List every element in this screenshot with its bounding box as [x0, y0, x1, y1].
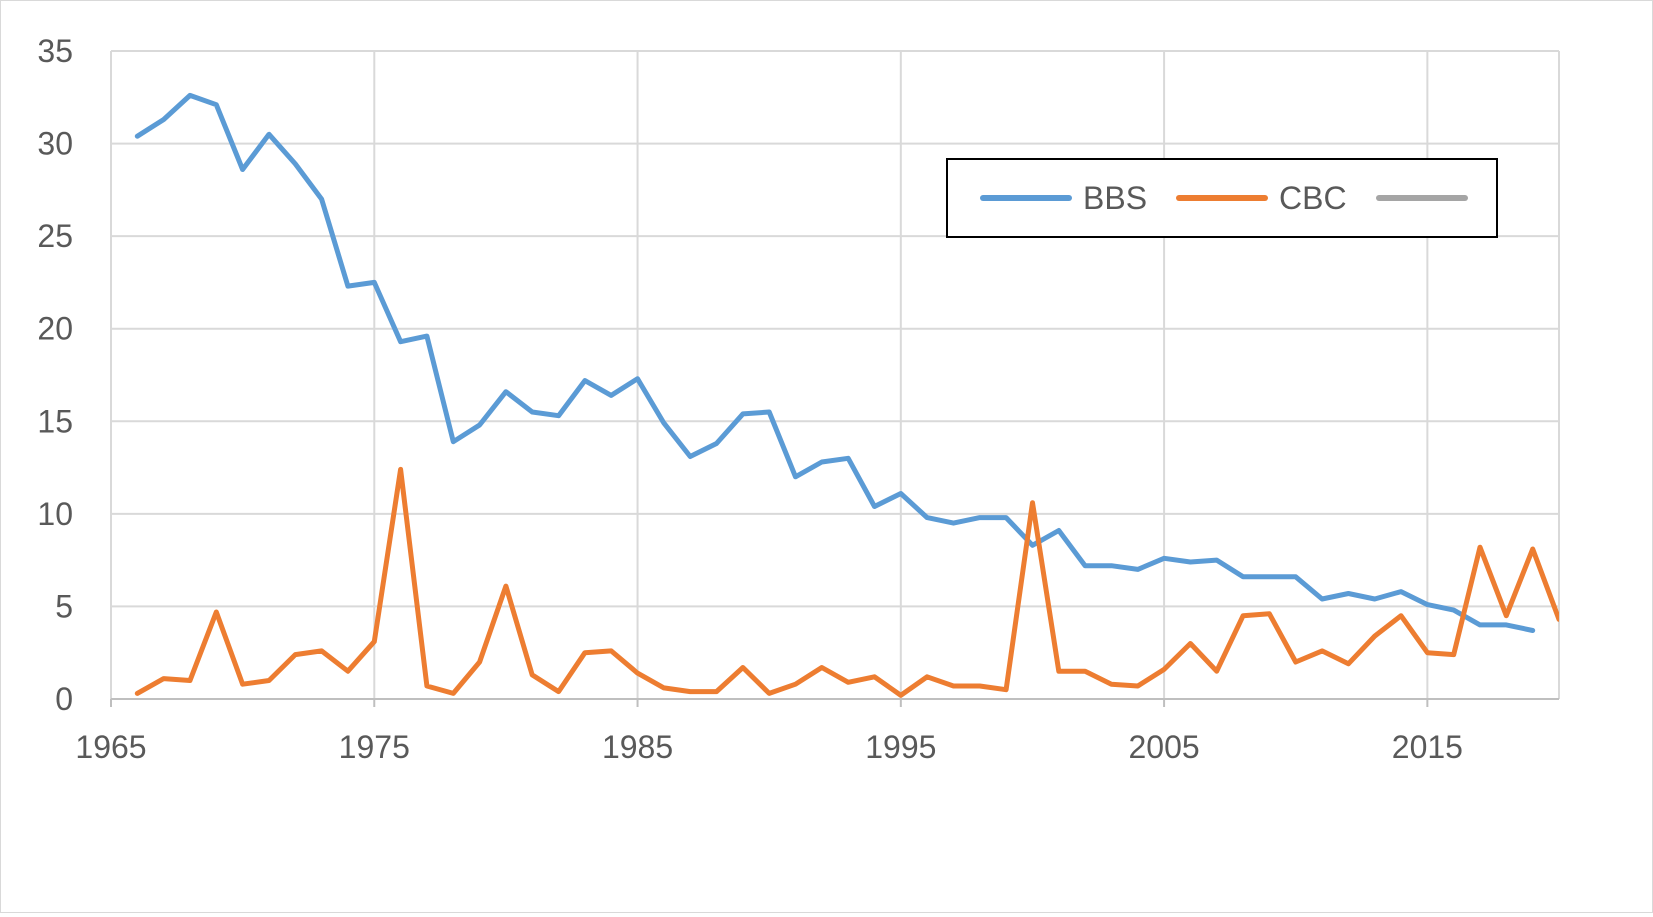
tick-labels: 0 5 10 15 20 25 30 35 1965 1975 1985 1995 2005 2015	[37, 33, 1463, 765]
series-line-cbc	[134, 466, 1559, 698]
gridlines	[110, 50, 1560, 699]
y-tick-label-10: 10	[37, 496, 73, 532]
x-tick-label-2015: 2015	[1392, 729, 1463, 765]
x-tick-label-1985: 1985	[602, 729, 673, 765]
x-tick-label-1965: 1965	[75, 729, 146, 765]
x-tick-label-2005: 2005	[1128, 729, 1199, 765]
y-tick-label-0: 0	[55, 681, 73, 717]
y-tick-label-15: 15	[37, 403, 73, 439]
axes	[110, 698, 1559, 707]
legend-label-bbs: BBS	[1083, 180, 1147, 216]
legend-label-cbc: CBC	[1279, 180, 1347, 216]
y-tick-label-5: 5	[55, 588, 73, 624]
series-lines	[134, 92, 1559, 698]
x-tick-label-1975: 1975	[339, 729, 410, 765]
x-tick-label-1995: 1995	[865, 729, 936, 765]
y-tick-label-20: 20	[37, 311, 73, 347]
y-tick-label-30: 30	[37, 126, 73, 162]
y-tick-label-25: 25	[37, 218, 73, 254]
y-tick-label-35: 35	[37, 33, 73, 69]
legend: BBS CBC	[946, 158, 1498, 238]
series-line-bbs	[134, 92, 1536, 633]
